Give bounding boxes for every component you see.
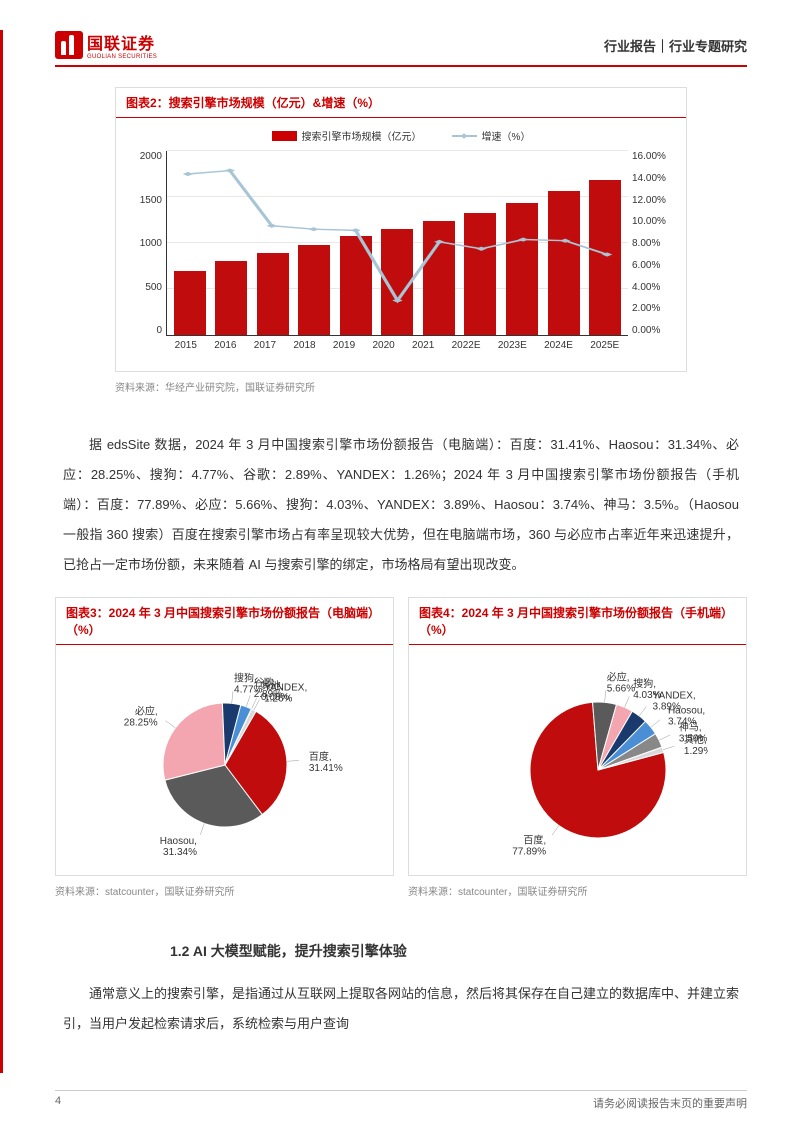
paragraph-2: 通常意义上的搜索引擎，是指通过从互联网上提取各网站的信息，然后将其保存在自己建立… [55, 979, 747, 1039]
chart2-plot: 2000150010005000 16.00%14.00%12.00%10.00… [126, 151, 676, 361]
footer-disclaimer: 请务必阅读报告末页的重要声明 [593, 1095, 747, 1111]
chart4-source: 资料来源：statcounter，国联证券研究所 [408, 880, 747, 916]
svg-text:28.25%: 28.25% [123, 718, 157, 729]
svg-text:Haosou,: Haosou, [667, 706, 704, 717]
chart3-container: 图表3：2024 年 3 月中国搜索引擎市场份额报告（电脑端）（%） 百度,31… [55, 597, 394, 876]
logo-icon [55, 31, 83, 59]
svg-text:77.89%: 77.89% [512, 847, 546, 858]
page-footer: 4 请务必阅读报告末页的重要声明 [55, 1090, 747, 1111]
legend-bar-label: 搜索引擎市场规模（亿元） [302, 128, 422, 143]
svg-text:1.29%: 1.29% [683, 747, 707, 758]
x-axis: 20152016201720182019202020212022E2023E20… [166, 336, 628, 361]
chart4-pie: 百度,77.89%必应,5.66%搜狗,4.03%YANDEX,3.89%Hao… [448, 660, 708, 860]
legend-line-label: 增速（%） [482, 128, 531, 143]
chart3-title: 图表3：2024 年 3 月中国搜索引擎市场份额报告（电脑端）（%） [56, 598, 393, 645]
chart2-legend: 搜索引擎市场规模（亿元） 增速（%） [126, 128, 676, 143]
svg-text:YANDEX,: YANDEX, [652, 691, 695, 702]
chart3-source: 资料来源：statcounter，国联证券研究所 [55, 880, 394, 916]
svg-text:必应,: 必应, [134, 705, 157, 718]
plot-area [166, 151, 628, 336]
company-logo: 国联证券 GUOLIAN SECURITIES [55, 30, 157, 60]
red-edge-decoration [0, 30, 3, 1073]
logo-text-cn: 国联证券 [87, 30, 157, 54]
logo-text-en: GUOLIAN SECURITIES [87, 54, 157, 60]
svg-text:必应,: 必应, [606, 671, 629, 684]
page-number: 4 [55, 1095, 61, 1111]
line-overlay [167, 151, 628, 335]
svg-text:神马,: 神马, [678, 721, 701, 734]
svg-text:搜狗,: 搜狗, [633, 678, 656, 691]
svg-text:5.66%: 5.66% [606, 684, 634, 695]
chart4-container: 图表4：2024 年 3 月中国搜索引擎市场份额报告（手机端）（%） 百度,77… [408, 597, 747, 876]
y-axis-right: 16.00%14.00%12.00%10.00%8.00%6.00%4.00%2… [628, 151, 676, 336]
svg-text:1.26%: 1.26% [264, 694, 292, 705]
section-heading: 1.2 AI 大模型赋能，提升搜索引擎体验 [170, 941, 747, 961]
chart2-container: 图表2：搜索引擎市场规模（亿元）&增速（%） 搜索引擎市场规模（亿元） 增速（%… [115, 87, 687, 372]
svg-text:其他,: 其他, [683, 734, 706, 747]
paragraph-1: 据 edsSite 数据，2024 年 3 月中国搜索引擎市场份额报告（电脑端）… [55, 430, 747, 579]
svg-text:31.41%: 31.41% [308, 763, 342, 774]
header-category: 行业报告｜行业专题研究 [604, 36, 747, 55]
chart3-pie: 百度,31.41%Haosou,31.34%必应,28.25%搜狗,4.77%谷… [95, 660, 355, 860]
svg-text:百度,: 百度, [523, 834, 546, 847]
page-header: 国联证券 GUOLIAN SECURITIES 行业报告｜行业专题研究 [55, 30, 747, 67]
chart2-title: 图表2：搜索引擎市场规模（亿元）&增速（%） [116, 88, 686, 118]
svg-text:百度,: 百度, [308, 750, 331, 763]
svg-text:Haosou,: Haosou, [159, 837, 196, 848]
chart4-title: 图表4：2024 年 3 月中国搜索引擎市场份额报告（手机端）（%） [409, 598, 746, 645]
svg-text:31.34%: 31.34% [163, 848, 197, 859]
svg-text:YANDEX,: YANDEX, [264, 683, 307, 694]
chart2-source: 资料来源：华经产业研究院，国联证券研究所 [115, 376, 687, 412]
y-axis-left: 2000150010005000 [126, 151, 166, 336]
